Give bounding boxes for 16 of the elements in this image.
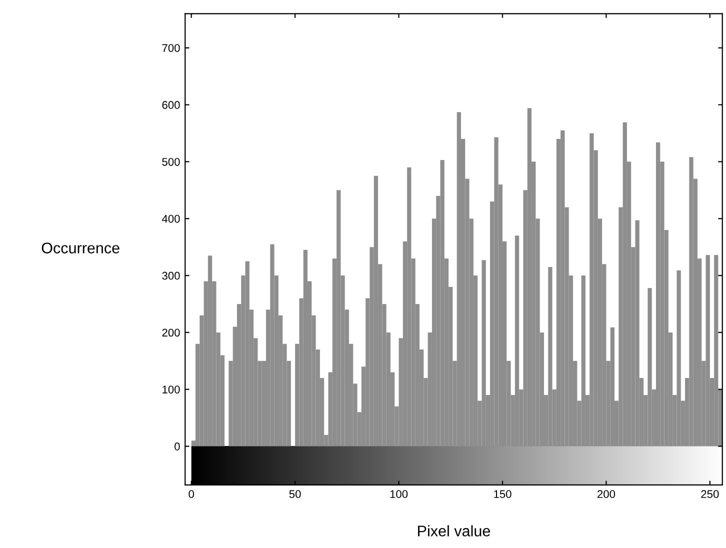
y-tick-label: 300 (162, 272, 180, 280)
y-tick-label: 0 (174, 442, 180, 450)
y-tick-label: 600 (162, 101, 180, 109)
y-axis-title: Occurrence (42, 242, 120, 254)
x-tick-label: 100 (390, 490, 408, 498)
y-tick-label: 400 (162, 214, 180, 223)
y-tick-label: 500 (162, 158, 180, 166)
x-tick-label: 250 (701, 490, 719, 498)
x-tick-label: 150 (494, 490, 512, 498)
y-tick-label: 200 (162, 328, 180, 337)
x-tick-label: 50 (289, 490, 301, 498)
x-tick-label: 0 (188, 490, 194, 498)
y-tick-label: 100 (162, 386, 180, 394)
x-axis-title: Pixel value (418, 525, 490, 536)
y-tick-label: 700 (162, 44, 180, 52)
x-tick-label: 200 (598, 490, 616, 498)
